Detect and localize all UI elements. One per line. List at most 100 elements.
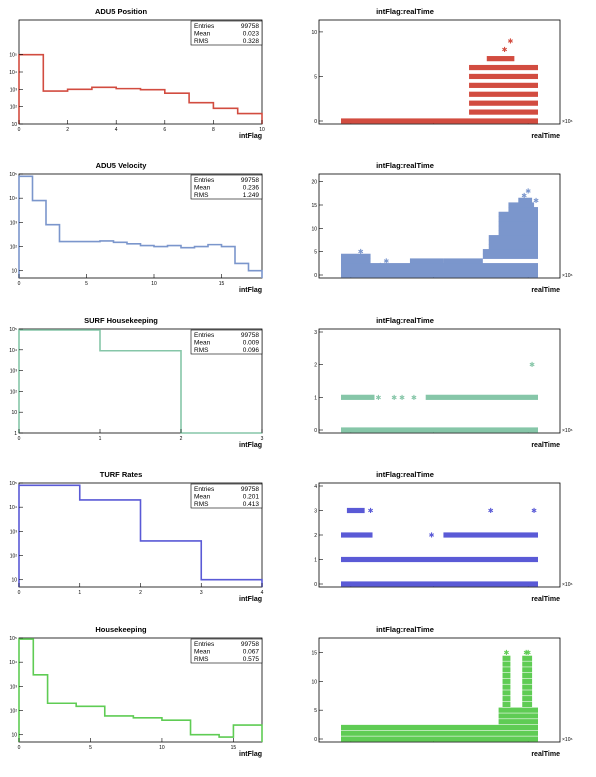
scatter-marker: ✱ — [358, 248, 364, 256]
stats-box: Entries 99758 Mean 0.023 RMS 0.328 — [190, 20, 263, 46]
stats-box: Entries 99758 Mean 0.236 RMS 1.249 — [190, 174, 263, 200]
x-axis-label: intFlag — [239, 751, 262, 758]
scatter-cluster — [341, 532, 373, 538]
scatter-cluster — [508, 202, 535, 208]
scatter-band — [341, 581, 538, 587]
stats-box: Entries 99758 Mean 0.201 RMS 0.413 — [190, 483, 263, 509]
stats-value: 0.023 — [243, 31, 260, 38]
y-tick-label: 1 — [314, 395, 317, 401]
scatter-cluster — [469, 109, 538, 115]
x-tick-label: 4 — [115, 127, 118, 133]
scatter-title: intFlag:realTime — [376, 625, 434, 634]
y-tick-label: 10⁵ — [9, 53, 17, 59]
scatter-cluster — [502, 655, 511, 661]
x-tick-label: 15 — [231, 745, 237, 751]
scatter-marker: ✱ — [488, 507, 494, 515]
y-tick-label: 5 — [314, 74, 317, 80]
stats-label: Entries — [194, 486, 215, 493]
scatter-marker: ✱ — [529, 361, 535, 369]
stats-label: RMS — [194, 347, 209, 354]
axis-multiplier: ×10⁶ — [562, 428, 573, 434]
x-axis-label: realTime — [531, 287, 560, 294]
scatter-cluster — [486, 56, 515, 62]
scatter-marker: ✱ — [411, 394, 417, 402]
scatter-band — [341, 427, 538, 433]
scatter-frame — [318, 173, 561, 279]
y-tick-label: 10⁵ — [9, 327, 17, 333]
scatter-cluster — [502, 696, 511, 702]
scatter-marker: ✱ — [533, 197, 539, 205]
histogram-line — [18, 175, 263, 278]
histogram-title: ADU5 Position — [95, 7, 148, 16]
stats-box-frame — [190, 329, 263, 355]
scatter-marker: ✱ — [368, 507, 374, 515]
axis-multiplier: ×10⁶ — [562, 582, 573, 588]
y-tick-label: 10 — [311, 679, 317, 685]
stats-label: Mean — [194, 649, 211, 656]
scatter-cluster — [522, 690, 533, 696]
histogram-line — [18, 484, 263, 587]
stats-value: 0.236 — [243, 185, 260, 192]
stats-value: 0.009 — [243, 340, 260, 347]
y-tick-label: 0 — [314, 119, 317, 125]
scatter-cluster — [341, 724, 538, 731]
stats-label: Mean — [194, 31, 211, 38]
scatter-marker: ✱ — [504, 649, 510, 657]
scatter-cluster — [498, 211, 538, 217]
stats-label: Mean — [194, 494, 211, 501]
scatter-band — [341, 267, 538, 273]
x-tick-label: 6 — [163, 127, 166, 133]
stats-value: 0.328 — [243, 38, 260, 45]
y-tick-label: 15 — [311, 203, 317, 209]
scatter-cluster — [522, 696, 533, 702]
y-tick-label: 10³ — [10, 220, 18, 226]
y-tick-label: 2 — [314, 533, 317, 539]
scatter-cluster — [498, 707, 538, 713]
stats-label: RMS — [194, 501, 209, 508]
stats-value: 99758 — [241, 177, 259, 184]
scatter-cluster — [522, 667, 533, 673]
stats-label: Mean — [194, 185, 211, 192]
scatter-marker: ✱ — [502, 46, 508, 54]
scatter-marker: ✱ — [531, 507, 537, 515]
y-tick-label: 10 — [11, 122, 17, 128]
scatter-marker: ✱ — [525, 649, 531, 657]
stats-label: Mean — [194, 340, 211, 347]
x-tick-label: 0 — [18, 745, 21, 751]
axis-multiplier: ×10⁶ — [562, 273, 573, 279]
y-tick-label: 15 — [311, 651, 317, 657]
x-tick-label: 4 — [261, 590, 264, 596]
plot-row: Housekeeping 0 5 10 15 10 10² 10³ 10⁴ 10⁵ intFlag E… — [9, 625, 572, 758]
x-tick-label: 0 — [18, 590, 21, 596]
scatter-cluster — [502, 701, 511, 708]
scatter-title: intFlag:realTime — [376, 470, 434, 479]
x-axis-label: intFlag — [239, 596, 262, 603]
y-tick-label: 10³ — [10, 87, 18, 93]
y-tick-label: 10 — [11, 578, 17, 584]
y-tick-label: 10 — [311, 226, 317, 232]
scatter-marker: ✱ — [391, 394, 397, 402]
scatter-cluster — [502, 661, 511, 667]
x-tick-label: 0 — [18, 127, 21, 133]
x-tick-label: 0 — [18, 436, 21, 442]
y-tick-label: 4 — [314, 484, 317, 490]
stats-value: 0.575 — [243, 656, 260, 663]
y-tick-label: 10⁴ — [9, 660, 17, 666]
x-tick-label: 10 — [151, 281, 157, 287]
stats-value: 99758 — [241, 332, 259, 339]
scatter-cluster — [341, 258, 371, 264]
axis-multiplier: ×10⁶ — [562, 119, 573, 125]
scatter-cluster — [522, 678, 533, 684]
y-tick-label: 0 — [314, 273, 317, 279]
histogram-title: Housekeeping — [95, 625, 147, 634]
stats-box-frame — [190, 20, 263, 46]
stats-label: Entries — [194, 641, 215, 648]
y-tick-label: 10 — [11, 410, 17, 416]
y-tick-label: 2 — [314, 363, 317, 369]
scatter-cluster — [443, 258, 483, 264]
scatter-title: intFlag:realTime — [376, 161, 434, 170]
